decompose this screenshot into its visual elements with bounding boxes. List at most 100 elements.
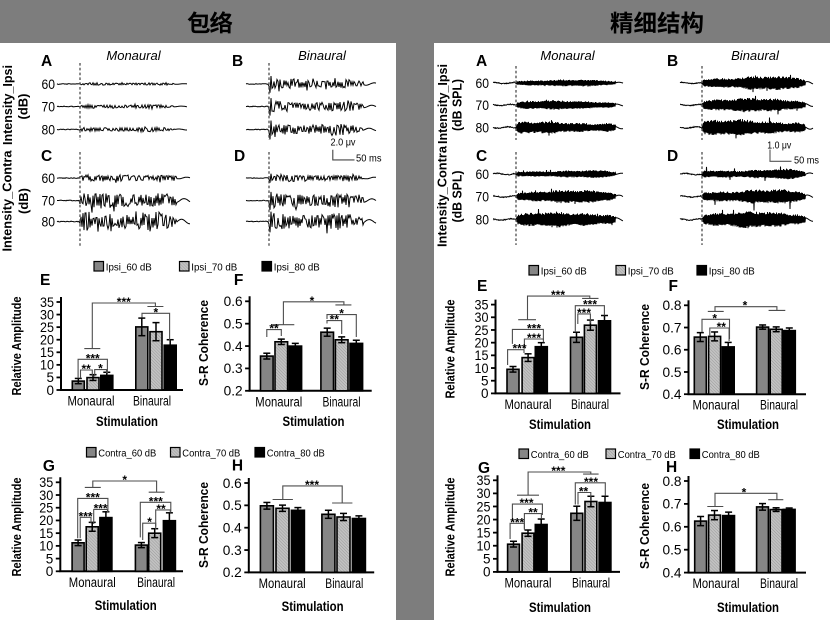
svg-text:60: 60 [42, 76, 56, 92]
svg-text:C: C [41, 148, 52, 165]
svg-text:Stimulation: Stimulation [282, 598, 344, 614]
svg-text:S-R Coherence: S-R Coherence [197, 300, 211, 386]
svg-text:G: G [43, 458, 55, 475]
svg-text:2.0 μv: 2.0 μv [331, 137, 357, 149]
svg-text:70: 70 [476, 189, 490, 205]
svg-text:5: 5 [46, 370, 54, 385]
svg-text:B: B [232, 53, 243, 70]
svg-text:15: 15 [40, 345, 54, 360]
svg-text:60: 60 [42, 170, 56, 186]
svg-text:0.4: 0.4 [224, 339, 243, 354]
svg-text:10: 10 [40, 358, 54, 373]
svg-text:**: ** [156, 502, 166, 516]
svg-text:**: ** [579, 485, 589, 499]
svg-text:70: 70 [42, 99, 56, 115]
svg-text:S-R Coherence: S-R Coherence [197, 482, 211, 568]
svg-text:20: 20 [477, 512, 491, 527]
svg-text:0: 0 [481, 386, 489, 401]
svg-text:S-R Coherence: S-R Coherence [638, 483, 652, 569]
svg-text:50 ms: 50 ms [356, 153, 382, 165]
svg-text:25: 25 [477, 499, 491, 514]
svg-text:0.4: 0.4 [223, 521, 242, 536]
svg-text:Binaural: Binaural [133, 394, 171, 409]
svg-text:0.5: 0.5 [663, 365, 682, 380]
svg-text:Relative Amplitude: Relative Amplitude [444, 299, 458, 398]
svg-text:Relative Amplitude: Relative Amplitude [10, 296, 24, 395]
svg-text:(dB SPL): (dB SPL) [451, 171, 465, 223]
svg-text:Ipsi_70 dB: Ipsi_70 dB [628, 266, 674, 277]
svg-text:Contra_70 dB: Contra_70 dB [618, 450, 676, 461]
svg-text:***: *** [79, 509, 93, 523]
svg-text:0.8: 0.8 [663, 474, 682, 489]
svg-text:**: ** [717, 320, 727, 334]
svg-text:Binaural: Binaural [137, 575, 175, 590]
svg-text:35: 35 [39, 475, 53, 490]
svg-text:15: 15 [39, 526, 53, 541]
svg-text:*: * [98, 362, 103, 376]
svg-text:Monaural: Monaural [68, 394, 115, 409]
svg-text:50 ms: 50 ms [794, 154, 819, 166]
svg-text:*: * [712, 311, 717, 325]
svg-text:D: D [234, 148, 245, 165]
svg-text:A: A [476, 53, 487, 70]
svg-text:D: D [667, 148, 678, 165]
svg-text:***: *** [583, 298, 597, 312]
svg-text:***: *** [94, 501, 108, 515]
svg-text:***: *** [117, 295, 131, 309]
svg-text:Binaural: Binaural [298, 48, 347, 63]
svg-text:G: G [478, 460, 490, 477]
svg-text:E: E [40, 272, 50, 289]
svg-text:***: *** [149, 494, 163, 508]
svg-text:0.3: 0.3 [223, 543, 242, 558]
svg-text:C: C [476, 148, 487, 165]
svg-text:Intensity_Contra: Intensity_Contra [1, 149, 15, 251]
svg-text:0.3: 0.3 [224, 361, 243, 376]
svg-text:30: 30 [477, 486, 491, 501]
svg-text:*: * [122, 473, 127, 487]
svg-text:5: 5 [483, 552, 491, 567]
svg-text:***: *** [519, 496, 533, 510]
svg-text:Intensity_Ipsi: Intensity_Ipsi [1, 65, 15, 145]
svg-text:F: F [234, 272, 243, 289]
svg-text:0.7: 0.7 [663, 497, 682, 512]
svg-text:***: *** [551, 464, 565, 478]
svg-text:0.6: 0.6 [224, 294, 243, 309]
svg-text:0: 0 [483, 565, 491, 580]
svg-text:0.4: 0.4 [663, 565, 682, 580]
svg-text:***: *** [527, 331, 541, 345]
svg-text:*: * [742, 485, 747, 499]
svg-text:*: * [743, 299, 748, 313]
svg-text:*: * [310, 294, 315, 308]
svg-text:Contra_80 dB: Contra_80 dB [267, 448, 325, 459]
svg-text:80: 80 [42, 214, 56, 230]
svg-text:0: 0 [46, 564, 54, 579]
svg-text:Binaural: Binaural [731, 48, 780, 63]
svg-text:*: * [147, 515, 152, 529]
svg-text:0.8: 0.8 [663, 298, 682, 313]
svg-text:Stimulation: Stimulation [529, 416, 591, 432]
svg-text:(dB): (dB) [17, 188, 31, 214]
svg-text:0.6: 0.6 [663, 520, 682, 535]
svg-text:0.6: 0.6 [663, 343, 682, 358]
svg-text:Ipsi_60 dB: Ipsi_60 dB [106, 262, 152, 273]
svg-text:70: 70 [42, 193, 56, 209]
svg-text:***: *** [584, 475, 598, 489]
svg-text:B: B [667, 53, 678, 70]
svg-text:Monaural: Monaural [69, 575, 116, 590]
svg-text:(dB SPL): (dB SPL) [451, 79, 465, 131]
svg-text:H: H [232, 458, 243, 475]
svg-text:Binaural: Binaural [760, 576, 798, 591]
svg-text:1.0 μv: 1.0 μv [767, 140, 792, 152]
svg-text:0.5: 0.5 [223, 498, 242, 513]
svg-text:Monaural: Monaural [693, 576, 740, 591]
svg-text:0.4: 0.4 [663, 387, 682, 402]
svg-text:0.5: 0.5 [224, 316, 243, 331]
svg-text:Monaural: Monaural [106, 48, 161, 63]
svg-text:Stimulation: Stimulation [95, 597, 157, 613]
svg-text:5: 5 [481, 374, 489, 389]
svg-text:H: H [666, 459, 677, 476]
svg-text:Relative Amplitude: Relative Amplitude [10, 477, 24, 576]
svg-text:*: * [339, 307, 344, 321]
svg-text:Stimulation: Stimulation [717, 599, 779, 615]
svg-text:Contra_60 dB: Contra_60 dB [531, 450, 589, 461]
